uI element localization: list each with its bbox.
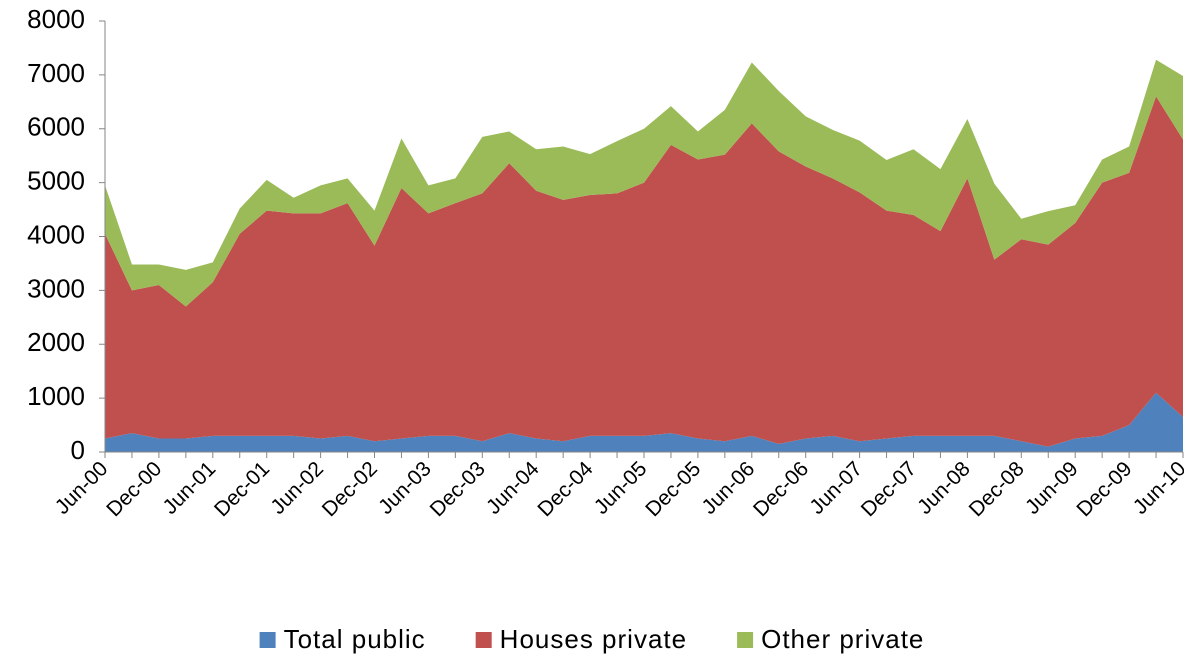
x-tick-label: Dec-06 xyxy=(749,457,813,521)
y-tick-label: 0 xyxy=(71,435,85,465)
y-tick-label: 1000 xyxy=(27,381,85,411)
x-tick-label: Dec-09 xyxy=(1072,457,1136,521)
legend-swatch xyxy=(259,632,276,648)
y-tick-label: 2000 xyxy=(27,327,85,357)
y-tick-label: 6000 xyxy=(27,112,85,142)
y-tick-label: 4000 xyxy=(27,219,85,249)
x-tick-label: Dec-02 xyxy=(318,457,382,521)
x-tick-label: Jun-04 xyxy=(482,457,544,519)
y-tick-label: 7000 xyxy=(27,58,85,88)
x-tick-label: Jun-01 xyxy=(159,457,221,519)
legend-swatch xyxy=(475,632,492,648)
x-tick-label: Jun-05 xyxy=(590,457,652,519)
y-tick-label: 5000 xyxy=(27,166,85,196)
x-tick-label: Jun-03 xyxy=(374,457,436,519)
legend-label: Other private xyxy=(761,624,924,654)
legend-label: Total public xyxy=(284,624,426,654)
x-tick-label: Jun-02 xyxy=(266,457,328,519)
x-tick-label: Jun-07 xyxy=(805,457,867,519)
x-tick-label: Dec-00 xyxy=(102,457,166,521)
legend-label: Houses private xyxy=(500,624,687,654)
x-tick-label: Jun-00 xyxy=(51,457,113,519)
x-tick-label: Jun-06 xyxy=(698,457,760,519)
x-tick-label: Dec-05 xyxy=(641,457,705,521)
x-tick-label: Dec-03 xyxy=(426,457,490,521)
x-tick-label: Dec-08 xyxy=(965,457,1029,521)
x-tick-label: Jun-09 xyxy=(1021,457,1083,519)
x-tick-label: Dec-07 xyxy=(857,457,921,521)
x-tick-label: Jun-08 xyxy=(913,457,975,519)
area xyxy=(105,392,1183,452)
y-tick-label: 3000 xyxy=(27,273,85,303)
x-tick-label: Jun-10 xyxy=(1129,457,1184,519)
y-tick-label: 8000 xyxy=(27,4,85,34)
legend-swatch xyxy=(737,632,754,648)
area xyxy=(105,59,1183,307)
x-tick-label: Dec-01 xyxy=(210,457,274,521)
area xyxy=(105,96,1183,447)
x-tick-label: Dec-04 xyxy=(533,457,597,521)
